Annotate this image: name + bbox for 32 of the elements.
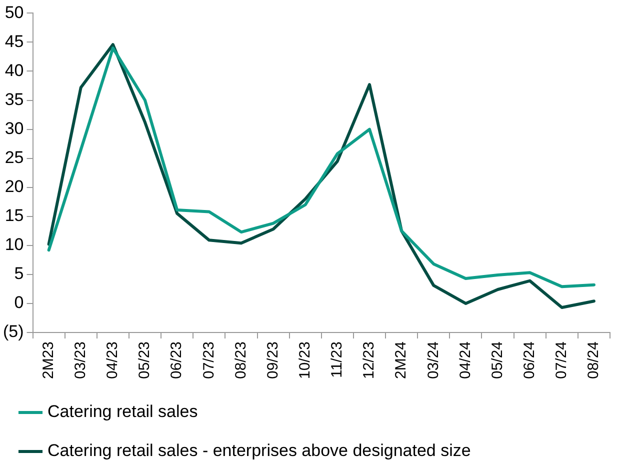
x-tick-label: 09/23 — [264, 341, 282, 380]
y-tick-label: 50 — [4, 2, 24, 22]
y-tick-label: 10 — [4, 235, 24, 254]
y-tick-label: (5) — [2, 322, 24, 342]
x-tick-label: 08/24 — [585, 341, 602, 380]
y-tick-label: 45 — [4, 32, 24, 51]
x-tick-label: 03/23 — [72, 341, 90, 380]
x-tick-label: 05/24 — [488, 341, 506, 380]
y-tick-label: 20 — [4, 177, 24, 196]
x-tick-label: 2M24 — [392, 341, 410, 379]
legend-label: Catering retail sales - enterprises above designated size — [48, 441, 471, 460]
x-tick-label: 03/24 — [424, 341, 442, 380]
x-tick-label: 04/23 — [104, 341, 122, 380]
x-tick-label: 05/23 — [136, 341, 154, 380]
x-tick-label: 11/23 — [328, 341, 346, 378]
y-tick-label: 30 — [4, 118, 24, 138]
x-tick-label: 06/23 — [168, 341, 186, 380]
x-tick-label: 08/23 — [232, 341, 250, 380]
x-tick-label: 07/24 — [553, 341, 570, 380]
y-tick-label: 35 — [4, 90, 24, 109]
y-tick-label: 15 — [4, 206, 24, 226]
x-tick-label: 2M23 — [40, 341, 57, 379]
y-tick-label: 0 — [14, 293, 24, 312]
x-tick-label: 10/23 — [296, 341, 314, 380]
x-tick-label: 07/23 — [200, 341, 218, 380]
x-tick-label: 12/23 — [360, 341, 378, 380]
y-tick-label: 25 — [4, 148, 24, 168]
x-tick-label: 06/24 — [520, 341, 538, 380]
y-tick-label: 5 — [14, 264, 24, 284]
y-tick-label: 40 — [4, 60, 24, 80]
x-tick-label: 04/24 — [456, 341, 474, 380]
legend-label: Catering retail sales — [48, 402, 198, 422]
